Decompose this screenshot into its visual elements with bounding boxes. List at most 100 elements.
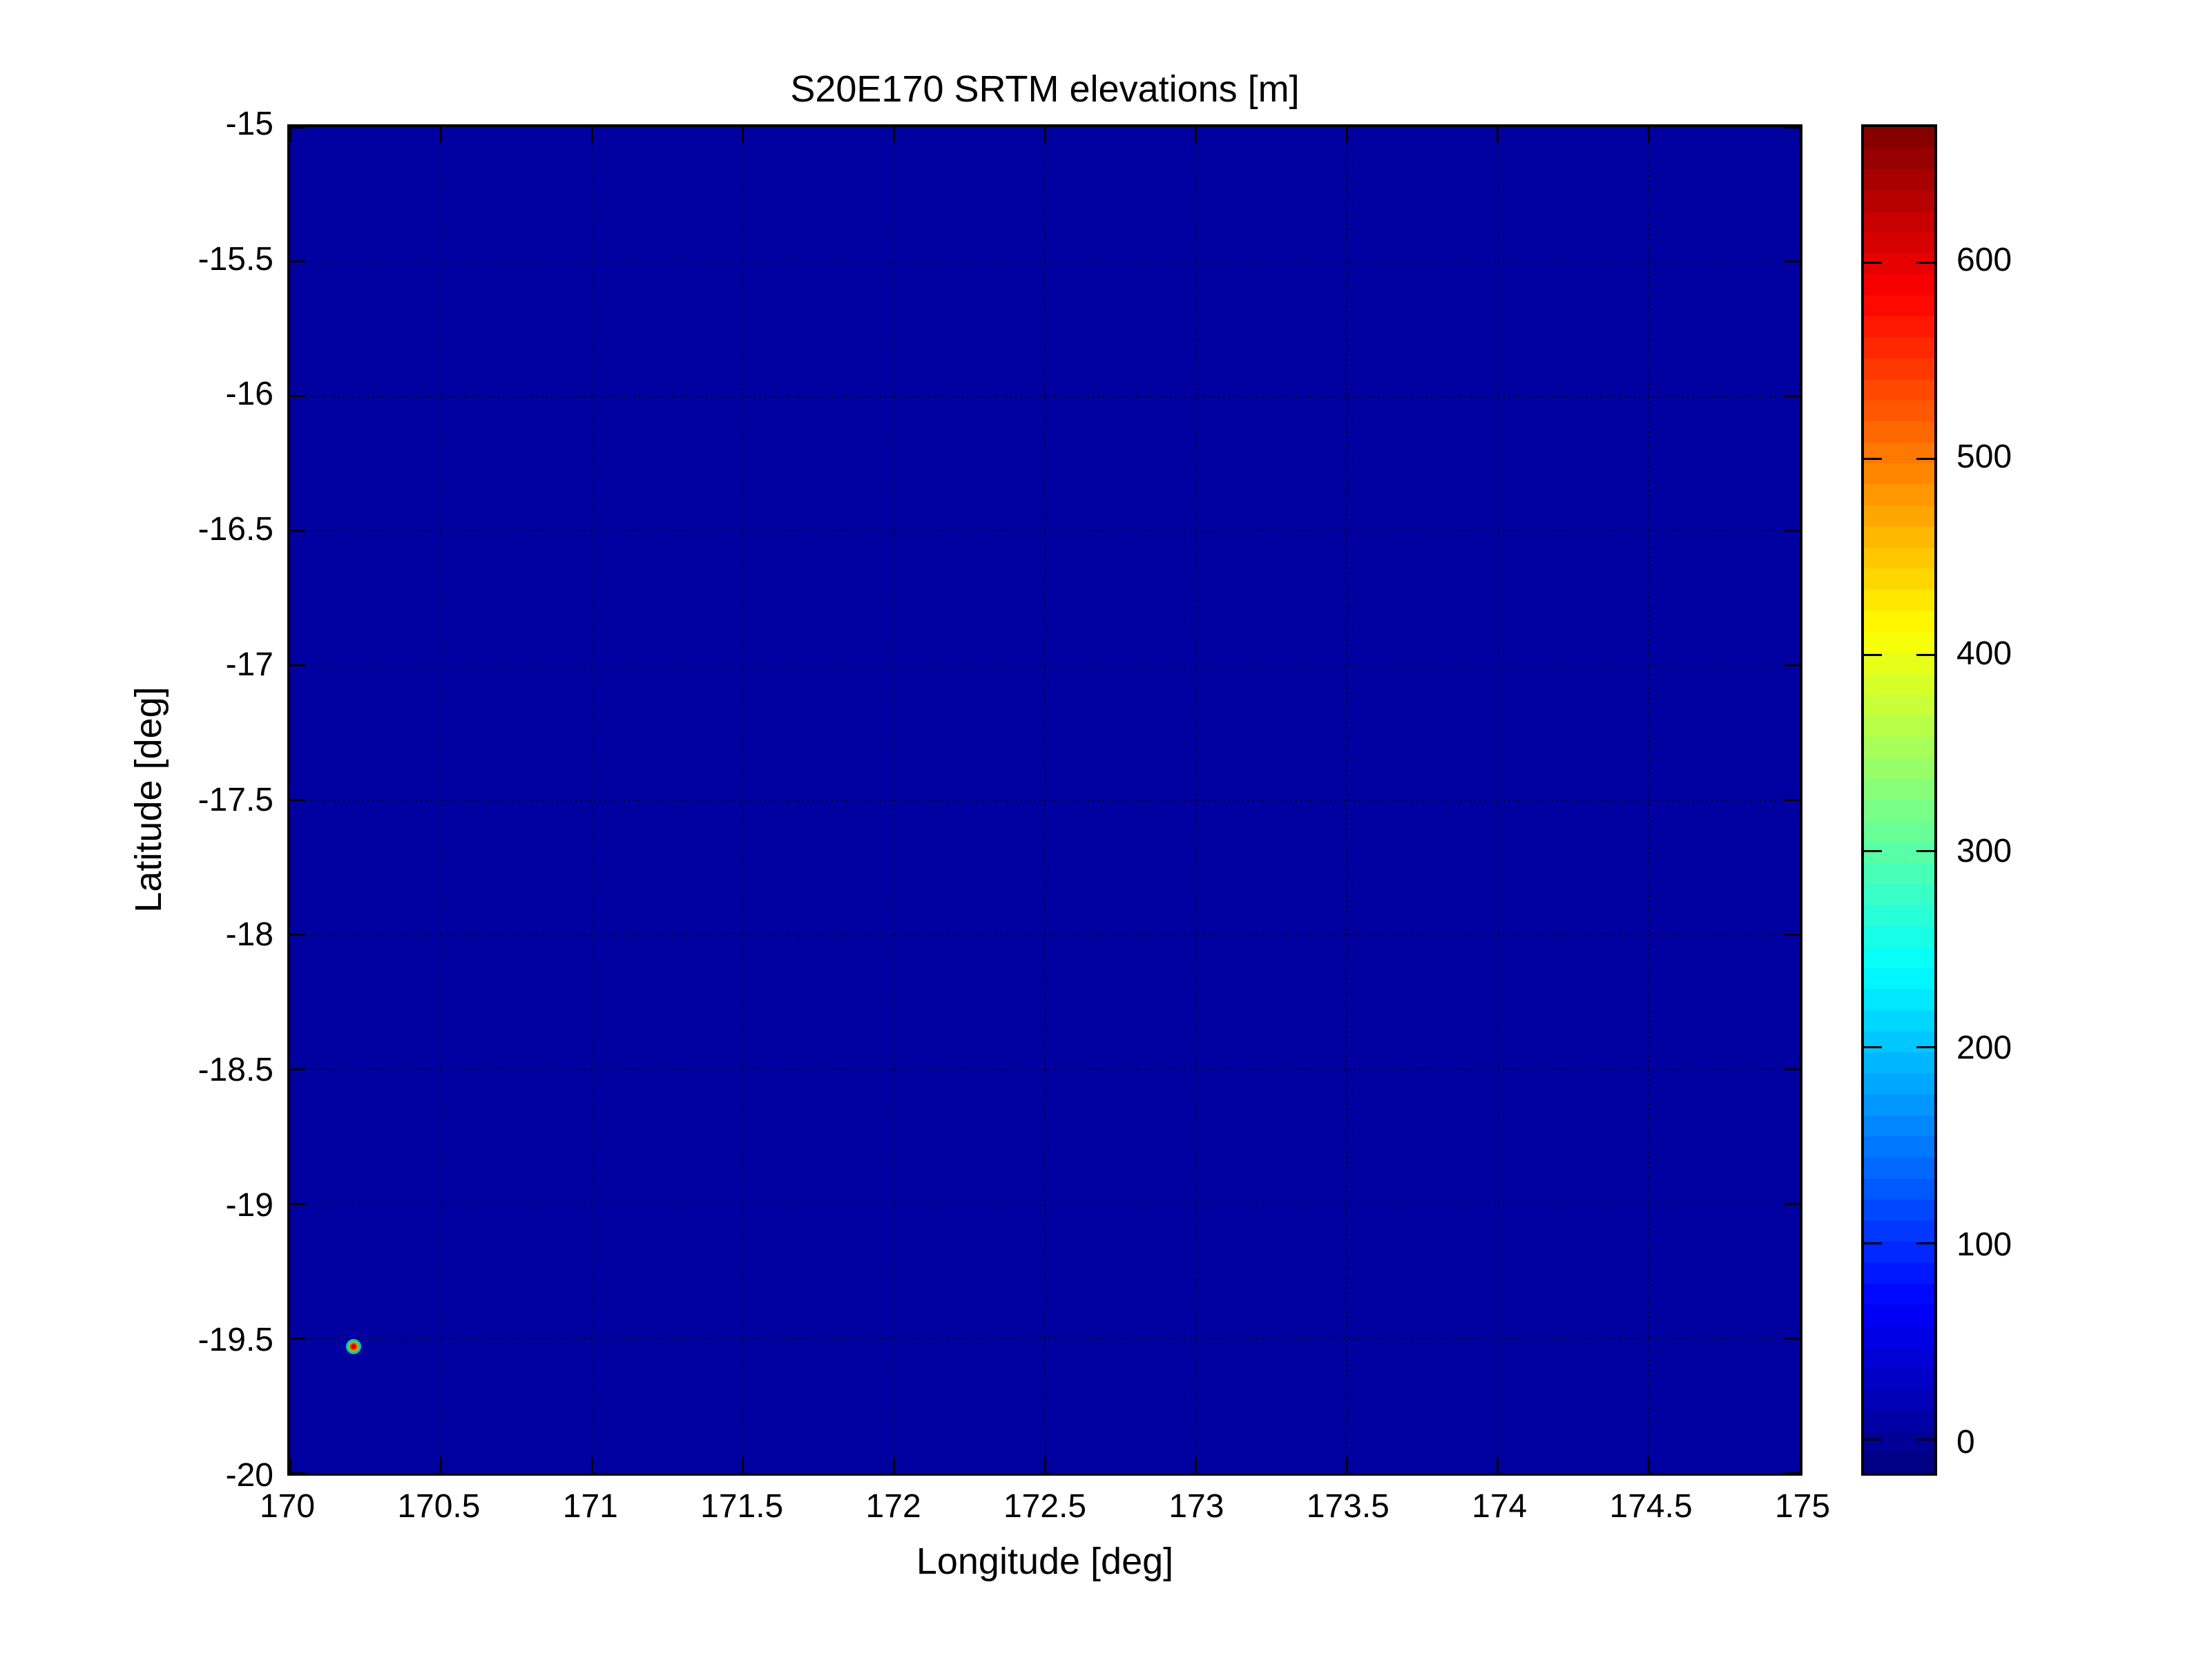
x-tick-mark [440,127,443,142]
colorbar-tick-mark [1916,1438,1934,1441]
x-tick-mark [1647,1458,1650,1473]
y-tick-label: -16.5 [198,511,273,548]
x-tick-mark [440,1458,443,1473]
y-tick-label: -18 [225,916,273,954]
x-tick-mark [289,1458,291,1473]
y-tick-mark [290,664,305,667]
chart-title: S20E170 SRTM elevations [m] [790,68,1300,110]
colorbar-tick-label: 400 [1956,635,2012,673]
colorbar-tick-mark [1864,261,1882,264]
y-tick-label: -20 [225,1457,273,1494]
y-tick-mark [1785,1472,1800,1474]
x-tick-mark [892,1458,895,1473]
y-tick-mark [1785,933,1800,936]
colorbar-tick-label: 600 [1956,241,2012,278]
x-tick-label: 173 [1168,1488,1224,1525]
x-axis-label: Longitude [deg] [916,1541,1174,1582]
x-tick-label: 174 [1472,1488,1528,1525]
y-tick-mark [1785,1202,1800,1205]
y-tick-label: -15.5 [198,240,273,278]
y-tick-mark [1785,1068,1800,1070]
x-tick-mark [1044,1458,1046,1473]
x-tick-mark [1647,127,1650,142]
x-tick-mark [1195,1458,1198,1473]
x-tick-label: 172 [865,1488,921,1525]
y-tick-label: -19 [225,1186,273,1224]
colorbar-tick-mark [1864,1438,1882,1441]
x-tick-label: 171 [562,1488,618,1525]
x-tick-mark [1497,127,1499,142]
x-tick-mark [892,127,895,142]
colorbar-tick-mark [1916,1242,1934,1245]
y-gridline [290,260,1800,262]
y-tick-mark [1785,1337,1800,1340]
colorbar [1861,124,1937,1476]
x-tick-mark [289,127,291,142]
x-tick-label: 170.5 [397,1488,481,1525]
y-tick-label: -15 [225,106,273,142]
x-tick-label: 174.5 [1609,1488,1693,1525]
colorbar-tick-mark [1916,261,1934,264]
colorbar-tick-mark [1864,849,1882,852]
colorbar-tick-mark [1864,653,1882,656]
y-tick-mark [290,530,305,532]
y-gridline [290,934,1800,936]
y-gridline [290,395,1800,397]
x-tick-mark [1345,127,1348,142]
y-tick-mark [290,799,305,801]
x-tick-mark [742,127,744,142]
x-tick-mark [1044,127,1046,142]
x-tick-label: 173.5 [1306,1488,1389,1525]
y-tick-mark [290,933,305,936]
colorbar-tick-mark [1916,457,1934,460]
x-tick-label: 172.5 [1003,1488,1087,1525]
y-gridline [290,1338,1800,1340]
y-tick-label: -18.5 [198,1051,273,1088]
colorbar-tick-mark [1864,1045,1882,1048]
y-tick-mark [1785,799,1800,801]
y-tick-mark [1785,126,1800,128]
colorbar-tick-mark [1864,457,1882,460]
colorbar-tick-mark [1916,1045,1934,1048]
x-tick-mark [1345,1458,1348,1473]
x-tick-mark [742,1458,744,1473]
y-tick-mark [1785,260,1800,263]
x-tick-mark [1798,127,1801,142]
colorbar-tick-mark [1916,849,1934,852]
y-tick-mark [290,260,305,263]
x-tick-mark [1798,1458,1801,1473]
y-tick-label: -17 [225,646,273,683]
y-tick-mark [290,395,305,398]
colorbar-tick-label: 300 [1956,832,2012,869]
y-tick-mark [1785,530,1800,532]
x-tick-label: 171.5 [700,1488,784,1525]
y-gridline [290,1068,1800,1070]
colorbar-tick-label: 100 [1956,1226,2012,1264]
y-tick-mark [290,1337,305,1340]
y-tick-mark [290,1202,305,1205]
colorbar-tick-label: 500 [1956,438,2012,476]
y-tick-mark [1785,395,1800,398]
y-tick-mark [1785,664,1800,667]
y-tick-mark [290,1472,305,1474]
y-gridline [290,664,1800,666]
colorbar-tick-mark [1864,1242,1882,1245]
x-tick-mark [590,127,593,142]
x-tick-label: 170 [259,1488,316,1525]
y-tick-mark [290,1068,305,1070]
x-tick-mark [1195,127,1198,142]
y-tick-label: -16 [225,376,273,413]
colorbar-tick-label: 0 [1956,1423,1975,1461]
plot-area [287,124,1802,1476]
y-tick-label: -17.5 [198,781,273,818]
colorbar-tick-mark [1916,653,1934,656]
y-gridline [290,530,1800,532]
island-peak [345,1338,361,1354]
y-gridline [290,1203,1800,1205]
x-tick-mark [1497,1458,1499,1473]
x-tick-label: 175 [1774,1488,1831,1525]
x-tick-mark [590,1458,593,1473]
y-gridline [290,799,1800,801]
y-tick-label: -19.5 [198,1322,273,1359]
